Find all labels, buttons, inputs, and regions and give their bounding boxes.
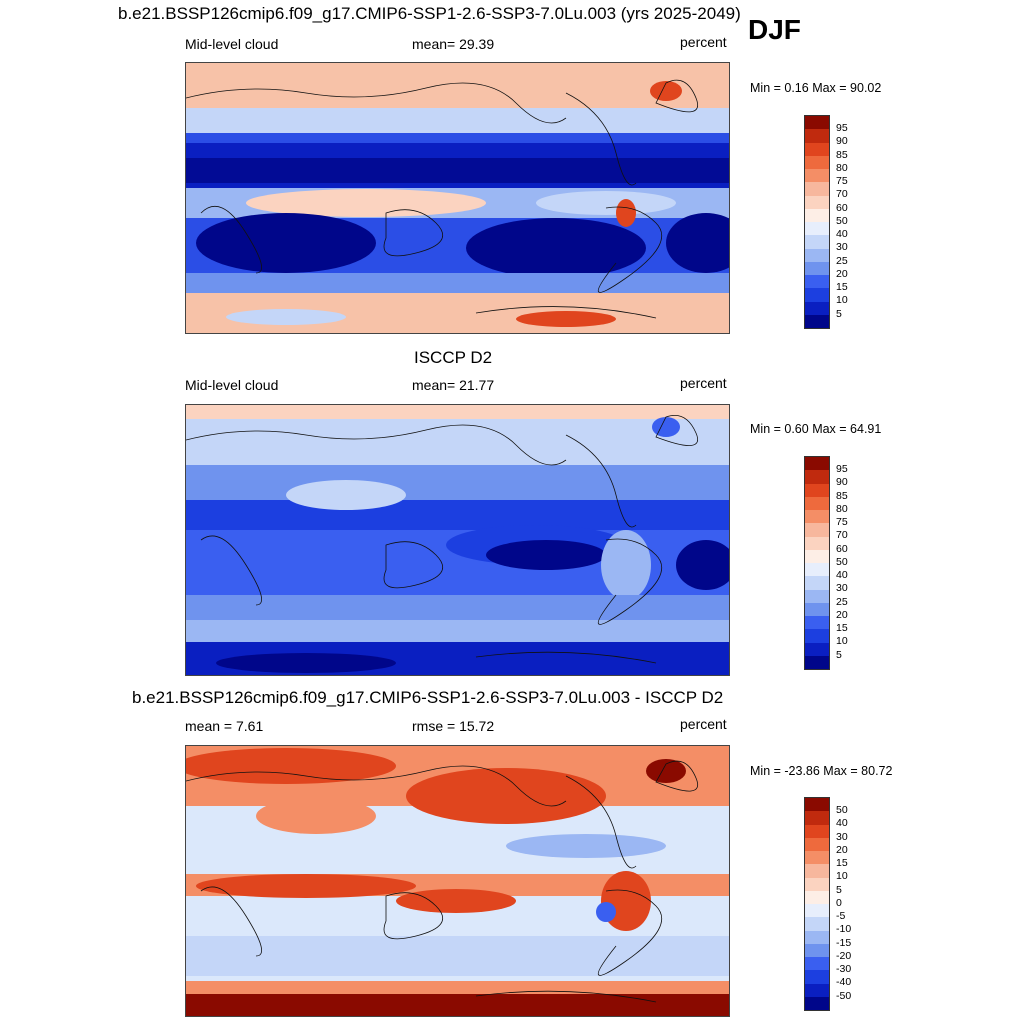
panel1-tick: 90	[836, 135, 848, 147]
panel3-tick: 20	[836, 844, 848, 856]
season-label: DJF	[748, 14, 801, 45]
panel1-tick: 80	[836, 162, 848, 174]
panel3-minmax: Min = -23.86 Max = 80.72	[750, 764, 893, 778]
panel2-units-label: percent	[680, 375, 727, 391]
panel3-title: b.e21.BSSP126cmip6.f09_g17.CMIP6-SSP1-2.…	[132, 688, 724, 707]
panel1-tick: 10	[836, 294, 848, 306]
panel3-tick: -20	[836, 950, 852, 962]
panel3-tick: 0	[836, 897, 842, 909]
panel3-tick: 15	[836, 857, 848, 869]
panel3-tick: -15	[836, 937, 852, 949]
panel3-tick: -40	[836, 976, 852, 988]
panel1-tick: 40	[836, 228, 848, 240]
panel2-tick: 40	[836, 569, 848, 581]
panel3-tick: -10	[836, 923, 852, 935]
panel3-map	[185, 745, 730, 1017]
panel2-tick: 30	[836, 582, 848, 594]
panel2-tick: 85	[836, 490, 848, 502]
panel2-tick: 50	[836, 556, 848, 568]
panel1-tick: 20	[836, 268, 848, 280]
panel3-tick: 5	[836, 884, 842, 896]
panel3-tick: -5	[836, 910, 846, 922]
panel2-colorbar	[804, 456, 830, 670]
panel3-tick: -30	[836, 963, 852, 975]
panel1-mean-label: mean= 29.39	[412, 36, 495, 52]
panel3-rmse-label: rmse = 15.72	[412, 718, 495, 734]
panel1-tick: 30	[836, 241, 848, 253]
panel2-tick: 95	[836, 463, 848, 475]
panel2-variable-label: Mid-level cloud	[185, 377, 279, 393]
panel2-tick: 75	[836, 516, 848, 528]
panel2-tick: 25	[836, 596, 848, 608]
panel1-tick: 15	[836, 281, 848, 293]
panel3-tick: 10	[836, 870, 848, 882]
panel3-tick: 50	[836, 804, 848, 816]
panel1-units-label: percent	[680, 34, 727, 50]
panel1-tick: 5	[836, 308, 842, 320]
panel2-tick: 70	[836, 529, 848, 541]
panel2-mean-label: mean= 21.77	[412, 377, 495, 393]
panel1-variable-label: Mid-level cloud	[185, 36, 279, 52]
panel2-tick: 80	[836, 503, 848, 515]
panel3-units-label: percent	[680, 716, 727, 732]
panel3-tick: 30	[836, 831, 848, 843]
panel1-tick: 70	[836, 188, 848, 200]
panel2-tick: 20	[836, 609, 848, 621]
panel1-colorbar	[804, 115, 830, 329]
panel3-colorbar	[804, 797, 830, 1011]
panel2-map	[185, 404, 730, 676]
panel2-tick: 5	[836, 649, 842, 661]
panel3-tick: 40	[836, 817, 848, 829]
panel2-tick: 10	[836, 635, 848, 647]
panel1-minmax: Min = 0.16 Max = 90.02	[750, 81, 882, 95]
panel1-tick: 95	[836, 122, 848, 134]
panel1-tick: 25	[836, 255, 848, 267]
panel1-map	[185, 62, 730, 334]
panel2-tick: 15	[836, 622, 848, 634]
panel1-tick: 75	[836, 175, 848, 187]
panel2-tick: 60	[836, 543, 848, 555]
panel1-tick: 50	[836, 215, 848, 227]
panel1-tick: 85	[836, 149, 848, 161]
panel1-tick: 60	[836, 202, 848, 214]
panel2-title: ISCCP D2	[414, 348, 493, 367]
panel3-mean-label: mean = 7.61	[185, 718, 264, 734]
panel3-tick: -50	[836, 990, 852, 1002]
panel1-title: b.e21.BSSP126cmip6.f09_g17.CMIP6-SSP1-2.…	[118, 4, 741, 23]
panel2-minmax: Min = 0.60 Max = 64.91	[750, 422, 882, 436]
panel2-tick: 90	[836, 476, 848, 488]
